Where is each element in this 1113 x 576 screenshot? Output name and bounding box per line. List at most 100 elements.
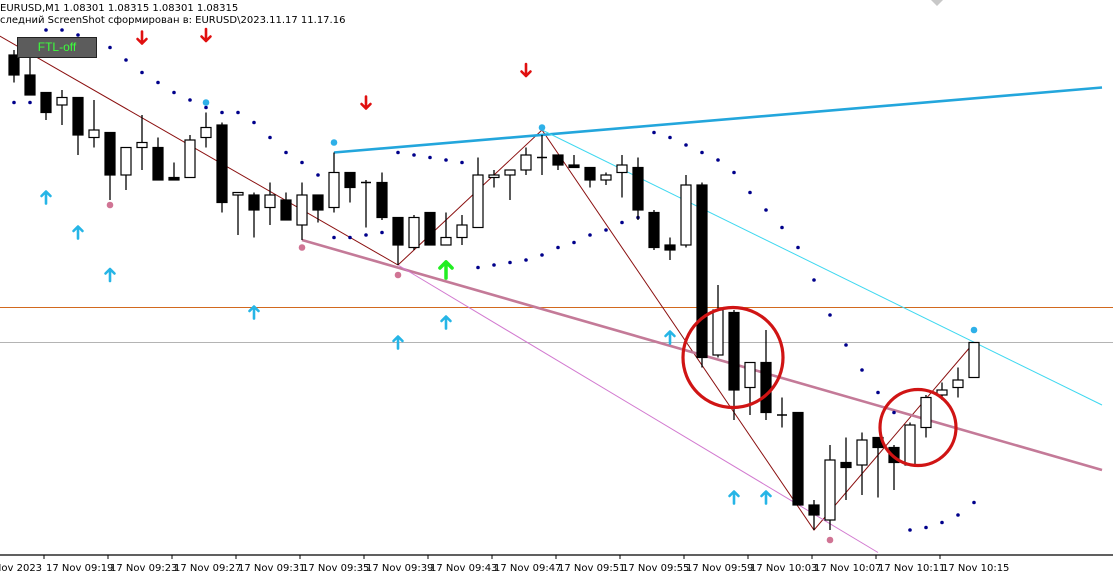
candle-body-bull — [296, 194, 308, 226]
candle-body-bear — [152, 146, 164, 181]
parabolic-sar-dot — [332, 235, 336, 240]
candle — [152, 137, 164, 181]
candle — [537, 135, 547, 175]
candle-body-bear — [648, 211, 660, 249]
candle — [200, 112, 212, 148]
candle-body-bull — [120, 146, 132, 176]
candle-body-bear — [104, 131, 116, 176]
time-axis-label: 17 Nov 09:47 — [494, 563, 561, 574]
parabolic-sar-dot — [972, 500, 976, 505]
parabolic-sar-dot — [956, 513, 960, 517]
candle-body-bear — [760, 361, 772, 414]
candle-body-bear — [72, 96, 84, 136]
parabolic-sar-dot — [252, 120, 256, 125]
candle — [616, 155, 628, 198]
candle-body-bull — [856, 439, 868, 466]
sell-arrow-icon — [136, 30, 148, 45]
candle — [136, 115, 148, 170]
fractal-up-dot — [330, 139, 338, 146]
chart-shift-marker-icon[interactable] — [931, 0, 943, 6]
candle — [648, 210, 660, 250]
parabolic-sar-dot — [524, 258, 528, 262]
parabolic-sar-dot — [364, 233, 368, 237]
time-axis-label: 17 Nov 09:51 — [558, 563, 625, 574]
candle — [777, 397, 787, 428]
buy-arrow-icon — [392, 335, 404, 350]
candle-body-bear — [840, 461, 852, 469]
candle-body-bull — [904, 424, 916, 466]
fractal-down-dot — [106, 201, 114, 209]
parabolic-sar-dot — [284, 150, 288, 155]
candle-body-bull — [136, 141, 148, 149]
parabolic-sar-dot — [236, 110, 240, 115]
candle — [520, 147, 532, 175]
candle — [312, 194, 324, 223]
candle-body-bear — [552, 154, 564, 166]
parabolic-sar-dot — [396, 150, 400, 155]
candle — [472, 157, 484, 229]
candle — [808, 500, 820, 530]
ftl-toggle-button[interactable]: FTL-off — [17, 37, 97, 58]
screenshot-info-text: следний ScreenShot сформирован в: EURUSD… — [0, 15, 346, 26]
candle-body-bull — [184, 139, 196, 179]
candle — [328, 152, 340, 213]
candle-body-bear — [168, 176, 180, 181]
candle-body-bear — [696, 184, 708, 359]
parabolic-sar-dot — [508, 260, 512, 265]
candle-body-bull — [56, 96, 68, 106]
time-axis-label: 17 Nov 09:59 — [686, 563, 753, 574]
candle — [216, 122, 228, 213]
candle — [552, 154, 564, 170]
trend-line-thick — [333, 86, 1103, 154]
candle — [840, 437, 852, 500]
candle-body-bull — [504, 169, 516, 176]
candle-body-bull — [232, 191, 244, 196]
candle — [760, 330, 772, 420]
parabolic-sar-dot — [572, 240, 576, 245]
candle-body-bull — [328, 171, 340, 209]
parabolic-sar-dot — [684, 143, 688, 147]
candle-body-bear — [24, 74, 36, 96]
parabolic-sar-dot — [700, 150, 704, 155]
candle — [920, 395, 932, 438]
candle-body-bear — [344, 171, 356, 189]
parabolic-sar-dot — [76, 33, 80, 37]
time-axis-label: 17 Nov 09:43 — [430, 563, 497, 574]
candle-body-bull — [952, 379, 964, 389]
candle-body-bear — [40, 91, 52, 114]
sell-arrow-icon — [200, 27, 212, 43]
candle-body-bull — [456, 224, 468, 239]
candle — [361, 180, 371, 228]
time-axis-label: 17 Nov 10:07 — [814, 563, 881, 574]
time-axis-label: 17 Nov 2023 — [0, 563, 42, 574]
time-axis-label: 17 Nov 09:31 — [238, 563, 305, 574]
plot-area — [0, 0, 1113, 555]
parabolic-sar-dot — [460, 160, 464, 165]
time-axis-label: 17 Nov 10:03 — [750, 563, 817, 574]
parabolic-sar-dot — [268, 135, 272, 140]
candle-body-bull — [824, 459, 836, 521]
candle-body-bull — [680, 184, 692, 246]
candle-body-bear — [808, 504, 820, 516]
parabolic-sar-dot — [764, 208, 768, 212]
sell-arrow-icon — [360, 95, 372, 110]
parabolic-sar-dot — [188, 98, 192, 102]
time-axis-label: 17 Nov 09:35 — [302, 563, 369, 574]
parabolic-sar-dot — [492, 263, 496, 267]
candle — [952, 367, 964, 398]
candle-body-bear — [216, 124, 228, 204]
parabolic-sar-dot — [540, 253, 544, 257]
candle — [232, 191, 244, 235]
candle-body-bull — [744, 361, 756, 389]
parabolic-sar-dot — [668, 135, 672, 140]
candle-body-bear — [584, 166, 596, 181]
symbol-ohlc-header: EURUSD,M1 1.08301 1.08315 1.08301 1.0831… — [0, 3, 239, 14]
candle — [56, 90, 68, 125]
parabolic-sar-dot — [140, 70, 144, 75]
candle — [504, 169, 516, 200]
candle — [568, 155, 580, 169]
time-axis-area — [0, 555, 1113, 576]
candle — [392, 216, 404, 265]
candle-body-bull — [440, 236, 452, 246]
